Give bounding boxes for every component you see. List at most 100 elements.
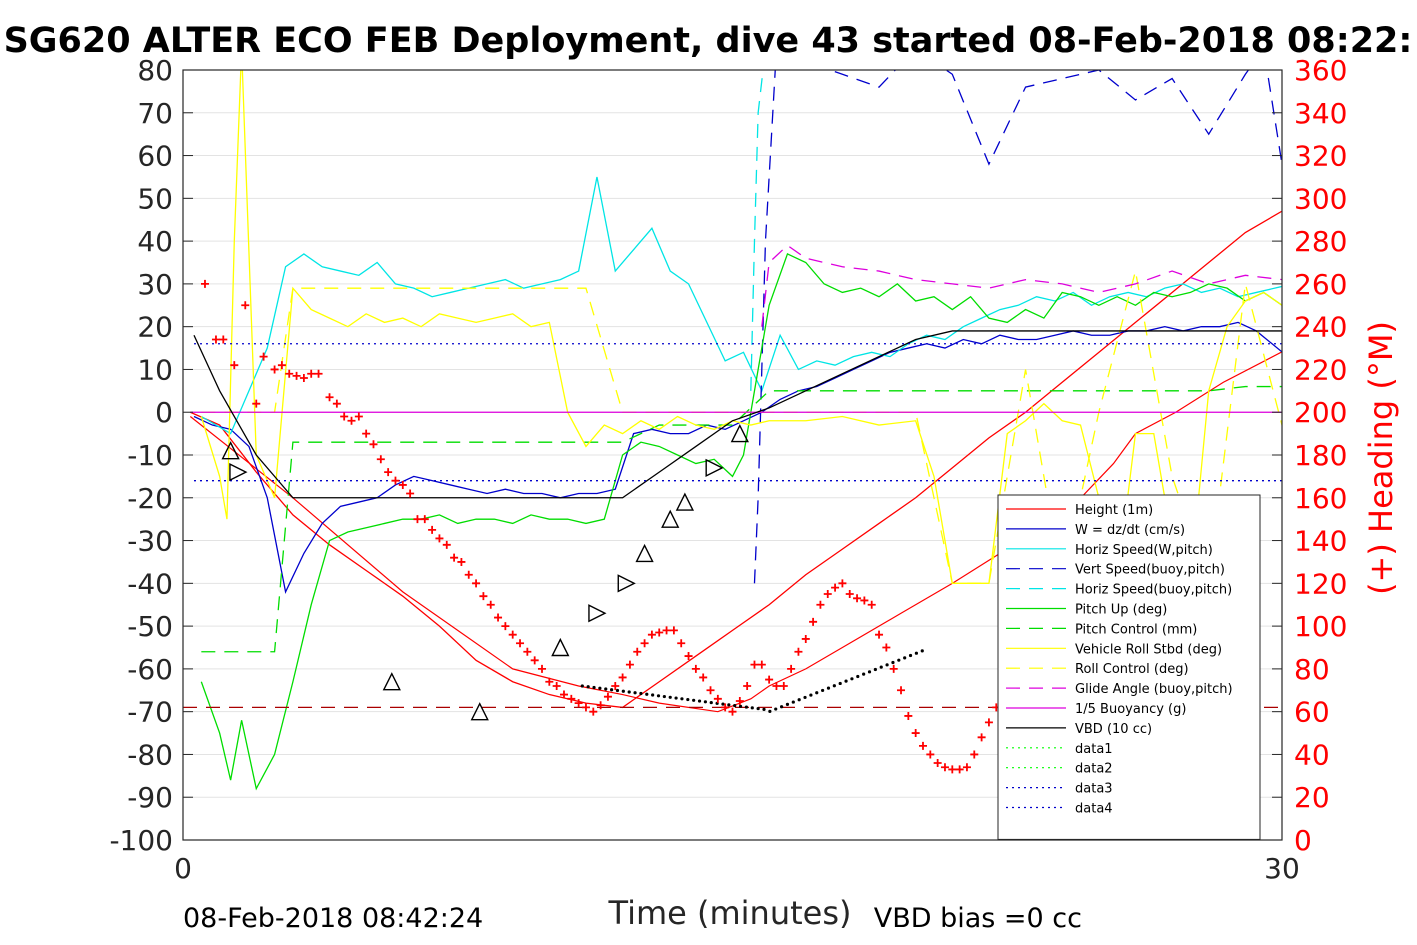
heading-point	[918, 741, 927, 750]
y-tick-label-left: 60	[137, 140, 173, 173]
heading-point	[277, 361, 286, 370]
y-tick-label-left: -70	[127, 696, 173, 729]
triangle-marker	[551, 637, 570, 657]
heading-point	[270, 365, 279, 374]
heading-point	[867, 600, 876, 609]
heading-point	[809, 617, 818, 626]
y-tick-label-left: -100	[109, 824, 173, 857]
heading-point	[889, 664, 898, 673]
heading-point	[897, 686, 906, 695]
heading-point	[252, 399, 261, 408]
series-line-2	[200, 176, 1282, 435]
apogee-dot	[844, 679, 848, 683]
apogee-dot	[797, 698, 801, 702]
heading-point	[340, 412, 349, 421]
triangle-marker	[617, 574, 636, 593]
heading-point	[398, 480, 407, 489]
apogee-dot	[697, 699, 702, 703]
heading-point	[933, 759, 942, 767]
triangle-marker	[661, 509, 680, 528]
apogee-dot	[674, 696, 678, 700]
series-line-8	[201, 270, 1282, 584]
apogee-dot	[756, 706, 760, 711]
heading-point	[926, 750, 935, 759]
heading-point	[853, 594, 862, 603]
heading-point	[706, 686, 715, 695]
y-tick-label-left: -40	[127, 567, 173, 600]
heading-point	[823, 590, 832, 599]
apogee-dot	[897, 658, 901, 662]
legend-label: Height (1m)	[1075, 503, 1153, 518]
legend-label: data3	[1075, 782, 1113, 797]
apogee-dot	[785, 702, 790, 706]
heading-point	[948, 765, 957, 774]
y-axis-left-ticks: 80 70 60 50 40 30 20 10 0 -10 -20 -30 -40 -50 -60 -70 -8…	[109, 54, 193, 857]
y-tick-label-right: 280	[1294, 225, 1347, 258]
heading-point	[882, 643, 891, 652]
heading-point	[376, 455, 385, 464]
footer-timestamp: 08-Feb-2018 08:42:24	[183, 903, 483, 934]
heading-point	[743, 682, 752, 690]
legend-label: VBD (10 cc)	[1075, 722, 1152, 737]
heading-point	[472, 579, 481, 588]
heading-point	[794, 647, 803, 656]
heading-point	[450, 553, 459, 562]
y-tick-label-left: -30	[127, 525, 173, 558]
heading-point	[875, 630, 884, 639]
heading-point	[721, 703, 730, 712]
apogee-dot	[727, 703, 731, 707]
apogee-dot	[903, 656, 907, 660]
heading-point	[699, 673, 708, 682]
heading-point	[406, 489, 415, 498]
legend-label: Horiz Speed(W,pitch)	[1075, 543, 1213, 558]
apogee-dot	[879, 665, 883, 669]
y-tick-label-left: -90	[127, 781, 173, 814]
heading-point	[970, 750, 979, 759]
heading-point	[655, 628, 664, 637]
y-tick-label-right: 340	[1294, 97, 1347, 130]
apogee-dot	[610, 688, 614, 692]
x-axis-label: Time (minutes)	[608, 894, 852, 932]
apogee-dot	[621, 689, 625, 693]
y-tick-label-right: 20	[1294, 781, 1330, 814]
heading-point	[259, 352, 268, 361]
y-tick-label-left: -10	[127, 439, 173, 472]
heading-point	[285, 369, 294, 378]
legend-label: Roll Control (deg)	[1075, 662, 1189, 677]
heading-point	[464, 570, 473, 579]
y-tick-label-right: 160	[1294, 482, 1347, 515]
apogee-dot	[709, 700, 713, 705]
heading-point	[662, 626, 671, 635]
heading-point	[530, 656, 539, 665]
apogee-dot	[832, 684, 836, 688]
x-tick-label: 30	[1264, 852, 1300, 885]
heading-point	[211, 335, 220, 344]
apogee-dot	[627, 690, 631, 694]
heading-point	[757, 660, 766, 669]
heading-point	[384, 468, 393, 477]
legend-label: Pitch Control (mm)	[1075, 622, 1197, 637]
heading-point	[589, 707, 598, 716]
legend-box	[997, 494, 1261, 840]
heading-point	[750, 660, 759, 669]
chart-title: SG620 ALTER ECO FEB Deployment, dive 43 …	[4, 21, 1413, 61]
heading-point	[369, 440, 378, 449]
apogee-dot	[908, 653, 913, 658]
heading-point	[779, 682, 788, 690]
heading-point	[230, 361, 239, 370]
series-line-5	[200, 253, 1282, 791]
y-tick-label-left: 10	[137, 353, 173, 386]
apogee-dot	[738, 704, 743, 708]
legend: Height (1m) W = dz/dt (cm/s) Horiz Speed(W…	[997, 494, 1261, 840]
heading-point	[911, 729, 920, 738]
y-tick-label-right: 120	[1294, 567, 1347, 600]
heading-point	[391, 476, 400, 485]
y-tick-label-right: 60	[1294, 696, 1330, 729]
heading-point	[940, 763, 949, 772]
markers-layer	[200, 279, 1184, 774]
apogee-dot	[586, 685, 590, 689]
heading-point	[772, 682, 781, 690]
y-tick-label-right: 80	[1294, 653, 1330, 686]
heading-point	[292, 371, 301, 380]
